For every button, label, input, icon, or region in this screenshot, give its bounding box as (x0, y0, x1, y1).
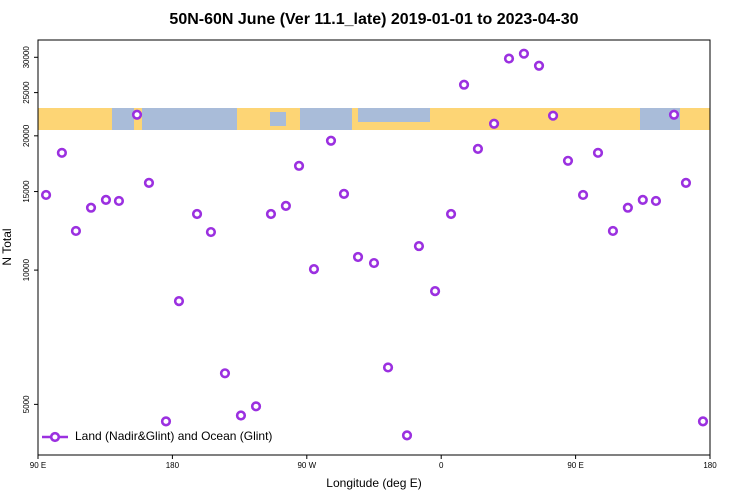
y-tick-label: 20000 (22, 124, 31, 147)
plot-frame (37, 39, 711, 456)
point (56, 147, 67, 158)
point (503, 53, 515, 64)
y-tick-label: 15000 (22, 180, 31, 203)
x-tick-label: 90 E (567, 461, 583, 470)
point (668, 109, 680, 120)
y-tick-label: 25000 (22, 81, 31, 104)
y-tick-label: 30000 (22, 46, 31, 69)
point (191, 208, 203, 220)
point (205, 226, 217, 238)
point (40, 189, 52, 201)
point (368, 257, 380, 269)
point (160, 416, 172, 427)
point (131, 109, 143, 120)
point (265, 208, 277, 220)
point (325, 135, 337, 146)
chart-title: 50N-60N June (Ver 11.1_late) 2019-01-01 … (169, 11, 578, 28)
point (562, 155, 574, 166)
point (622, 202, 633, 213)
point (113, 195, 125, 207)
legend-label: Land (Nadir&Glint) and Ocean (Glint) (75, 429, 272, 443)
x-axis-label: Longitude (deg E) (326, 476, 421, 490)
point (293, 160, 305, 171)
y-tick-label: 10000 (22, 258, 31, 281)
point (70, 225, 82, 237)
point (458, 79, 470, 90)
point (382, 362, 394, 373)
y-axis-label: N Total (0, 228, 14, 265)
point (488, 118, 500, 129)
x-tick-label: 90 W (297, 461, 316, 470)
point (607, 225, 619, 237)
point (280, 200, 291, 211)
point (235, 410, 247, 421)
point (250, 401, 262, 412)
point (592, 147, 604, 158)
x-tick-label: 90 E (30, 461, 46, 470)
point (429, 286, 441, 297)
point (650, 195, 662, 207)
map-strip (38, 108, 710, 130)
point (518, 48, 530, 59)
point (173, 296, 185, 307)
y-tick-label: 5000 (22, 395, 31, 413)
point (637, 194, 648, 205)
legend-marker (49, 431, 61, 443)
x-tick-label: 0 (439, 461, 444, 470)
point (352, 251, 364, 263)
point (533, 60, 545, 71)
point (219, 368, 231, 379)
point (85, 202, 97, 213)
point (547, 110, 559, 121)
x-tick-label: 180 (703, 461, 717, 470)
point (577, 189, 589, 201)
point (680, 177, 692, 188)
point (143, 177, 155, 188)
point (401, 430, 413, 441)
point (697, 416, 709, 427)
point (413, 240, 425, 252)
point (100, 194, 112, 205)
point (308, 264, 320, 275)
point (472, 143, 484, 154)
x-tick-label: 180 (166, 461, 180, 470)
point (445, 208, 457, 220)
point (338, 188, 350, 199)
